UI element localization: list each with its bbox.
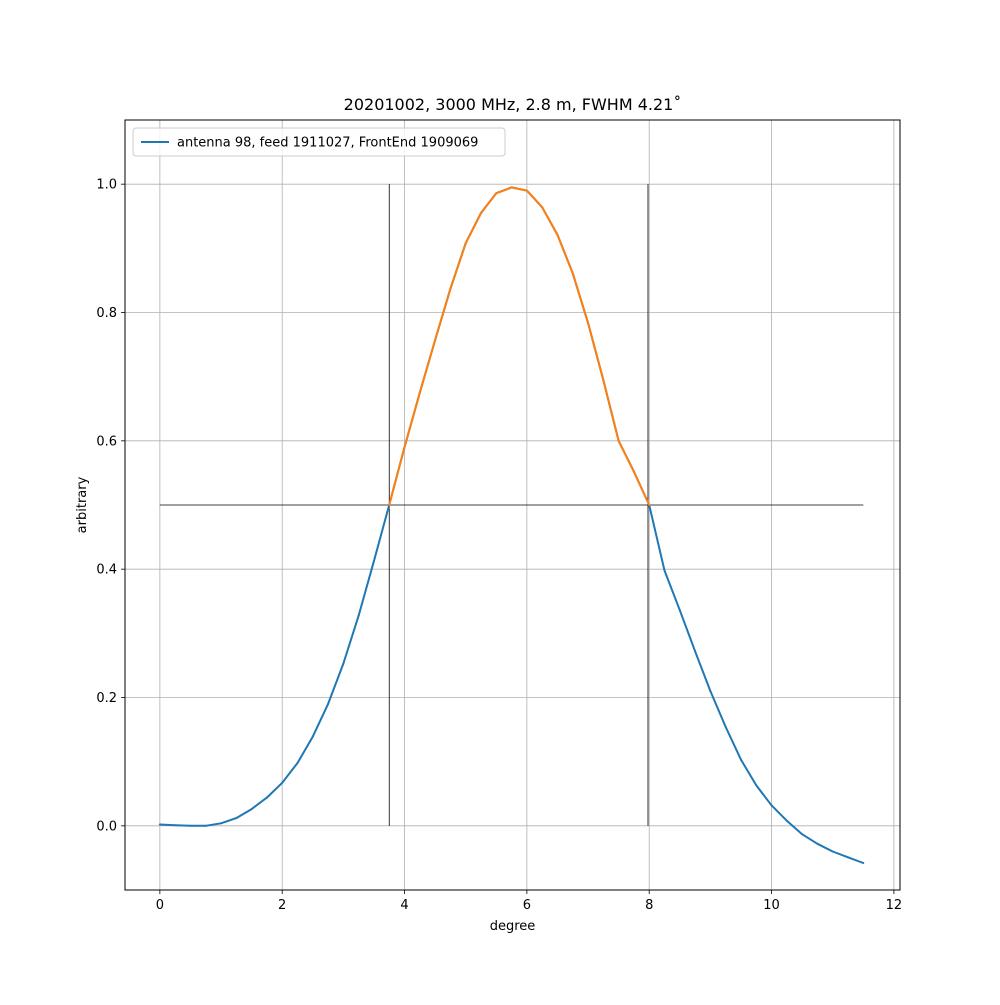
data-point xyxy=(220,822,222,825)
data-point xyxy=(785,819,788,822)
x-tick-label: 12 xyxy=(886,898,903,913)
data-point xyxy=(403,446,406,449)
data-point xyxy=(862,862,865,864)
data-point xyxy=(281,781,284,784)
data-point xyxy=(740,758,742,761)
data-point xyxy=(587,321,589,324)
y-tick-label: 0.8 xyxy=(96,306,117,321)
data-point xyxy=(265,796,268,799)
data-point xyxy=(602,378,605,381)
data-point xyxy=(556,233,559,236)
data-point xyxy=(296,762,299,764)
data-point xyxy=(434,339,437,342)
data-point xyxy=(158,823,161,826)
data-point xyxy=(571,272,574,275)
x-tick-label: 4 xyxy=(400,898,408,913)
data-point xyxy=(648,504,651,506)
data-point xyxy=(847,856,849,859)
data-point xyxy=(480,212,482,214)
x-axis-label: degree xyxy=(490,919,536,934)
y-tick-label: 0.4 xyxy=(96,563,117,578)
data-point xyxy=(510,186,513,189)
data-point xyxy=(250,808,253,811)
x-tick-label: 6 xyxy=(523,898,531,913)
data-point xyxy=(632,470,635,473)
data-point xyxy=(816,842,819,845)
ticks: 0 2 4 6 8 10 12 0.0 0.2 0.4 0.6 0.8 1.0 xyxy=(96,178,902,913)
y-tick-label: 1.0 xyxy=(96,178,117,193)
data-point xyxy=(770,804,773,807)
series-line-above-half-max xyxy=(388,186,651,506)
legend-box xyxy=(132,127,506,157)
data-point xyxy=(831,850,834,853)
data-point xyxy=(388,504,391,506)
x-tick-label: 8 xyxy=(645,898,653,913)
legend-label: antenna 98, feed 1911027, FrontEnd 19090… xyxy=(177,136,478,151)
data-point xyxy=(617,439,620,442)
x-tick-label: 2 xyxy=(278,898,286,913)
data-point xyxy=(464,242,467,245)
data-point xyxy=(235,817,238,820)
y-tick-label: 0.0 xyxy=(96,819,117,834)
y-axis-label: arbitrary xyxy=(75,476,90,533)
axes-frame xyxy=(124,119,901,891)
chart-title: 20201002, 3000 MHz, 2.8 m, FWHM 4.21˚ xyxy=(344,95,682,114)
data-point xyxy=(342,662,345,665)
data-point xyxy=(801,833,804,836)
data-point xyxy=(678,609,681,612)
x-tick-label: 0 xyxy=(156,898,164,913)
data-point xyxy=(204,824,207,827)
data-point xyxy=(495,192,498,195)
data-point xyxy=(357,614,360,617)
data-point xyxy=(189,824,192,827)
data-point xyxy=(373,559,375,562)
data-point xyxy=(541,206,544,209)
data-point xyxy=(311,735,314,738)
data-point xyxy=(449,287,452,290)
data-point xyxy=(755,784,758,787)
data-point xyxy=(694,650,697,653)
series-layer xyxy=(158,186,865,864)
x-tick-label: 10 xyxy=(763,898,780,913)
data-point xyxy=(663,569,666,572)
data-point xyxy=(709,690,712,693)
data-point xyxy=(525,189,528,192)
y-tick-label: 0.2 xyxy=(96,691,117,706)
data-point xyxy=(418,391,421,394)
legend: antenna 98, feed 1911027, FrontEnd 19090… xyxy=(132,127,506,157)
data-point xyxy=(327,702,330,705)
data-point xyxy=(724,726,727,728)
y-tick-label: 0.6 xyxy=(96,434,117,449)
data-point xyxy=(174,824,177,827)
